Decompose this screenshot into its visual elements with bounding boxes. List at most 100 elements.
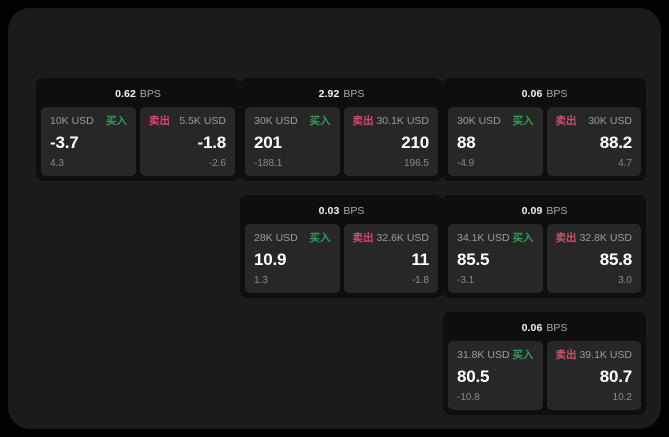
buy-panel[interactable]: 30K USD 买入 88 -4.9 <box>448 107 543 176</box>
sell-quantity: 32.8K USD <box>579 231 632 244</box>
sell-panel[interactable]: 卖出 30K USD 88.2 4.7 <box>546 107 641 176</box>
sell-panel-header: 卖出 5.5K USD <box>149 114 226 128</box>
sell-delta: 10.2 <box>612 392 632 403</box>
sell-action-label: 卖出 <box>352 232 374 244</box>
buy-delta: -10.8 <box>457 392 480 403</box>
grid-gap <box>240 312 443 415</box>
buy-panel[interactable]: 31.8K USD 买入 80.5 -10.8 <box>448 341 543 410</box>
sell-panel-header: 卖出 32.8K USD <box>555 231 633 245</box>
sell-price: 80.7 <box>599 367 632 386</box>
quote-card[interactable]: 0.62 BPS 10K USD 买入 -3.7 4.3 卖出 5.5K USD <box>36 78 240 181</box>
buy-delta: 1.3 <box>254 275 268 286</box>
buy-action-label: 买入 <box>512 115 534 127</box>
quote-card[interactable]: 0.09 BPS 34.1K USD 买入 85.5 -3.1 卖出 32.8K… <box>443 195 646 298</box>
buy-price: 88 <box>457 133 476 152</box>
sell-price: 85.8 <box>599 250 632 269</box>
bps-unit: BPS <box>343 204 365 217</box>
quote-card[interactable]: 0.06 BPS 30K USD 买入 88 -4.9 卖出 30K USD <box>443 78 646 181</box>
buy-panel[interactable]: 28K USD 买入 10.9 1.3 <box>245 224 340 293</box>
sell-panel-header: 卖出 32.6K USD <box>352 231 430 245</box>
sell-panel-header: 卖出 30K USD <box>555 114 633 128</box>
buy-price: 201 <box>254 133 282 152</box>
sell-action-label: 卖出 <box>555 232 577 244</box>
buy-panel-header: 30K USD 买入 <box>457 114 534 128</box>
buy-action-label: 买入 <box>512 232 534 244</box>
bps-value: 0.62 <box>115 87 136 100</box>
sell-price: -1.8 <box>197 133 227 152</box>
card-body: 10K USD 买入 -3.7 4.3 卖出 5.5K USD -1.8 -2.… <box>41 107 235 176</box>
sell-panel[interactable]: 卖出 32.6K USD 11 -1.8 <box>343 224 438 293</box>
sell-action-label: 卖出 <box>352 115 374 127</box>
card-body: 28K USD 买入 10.9 1.3 卖出 32.6K USD 11 -1.8 <box>245 224 438 293</box>
sell-quantity: 30.1K USD <box>376 114 429 127</box>
sell-price: 11 <box>411 250 429 269</box>
sell-panel[interactable]: 卖出 5.5K USD -1.8 -2.6 <box>140 107 235 176</box>
card-header: 0.09 BPS <box>448 200 641 221</box>
buy-panel-header: 10K USD 买入 <box>50 114 127 128</box>
sell-panel[interactable]: 卖出 39.1K USD 80.7 10.2 <box>546 341 641 410</box>
buy-quantity: 30K USD <box>457 114 501 127</box>
buy-price: 10.9 <box>254 250 287 269</box>
card-body: 30K USD 买入 201 -188.1 卖出 30.1K USD 210 1… <box>245 107 438 176</box>
buy-panel-header: 34.1K USD 买入 <box>457 231 534 245</box>
card-body: 30K USD 买入 88 -4.9 卖出 30K USD 88.2 4.7 <box>448 107 641 176</box>
buy-delta: -188.1 <box>254 158 283 169</box>
buy-action-label: 买入 <box>309 115 331 127</box>
buy-delta: -4.9 <box>457 158 475 169</box>
bps-unit: BPS <box>546 321 568 334</box>
quote-card[interactable]: 0.06 BPS 31.8K USD 买入 80.5 -10.8 卖出 39.1… <box>443 312 646 415</box>
sell-panel[interactable]: 卖出 30.1K USD 210 196.5 <box>343 107 438 176</box>
bps-unit: BPS <box>546 87 568 100</box>
quote-card-grid: 0.62 BPS 10K USD 买入 -3.7 4.3 卖出 5.5K USD <box>36 78 646 415</box>
grid-gap <box>36 312 240 415</box>
bps-unit: BPS <box>139 87 161 100</box>
buy-quantity: 28K USD <box>254 231 298 244</box>
buy-panel-header: 31.8K USD 买入 <box>457 348 534 362</box>
buy-action-label: 买入 <box>512 349 534 361</box>
bps-value: 0.06 <box>521 87 543 100</box>
buy-price: 80.5 <box>457 367 490 386</box>
bps-value: 2.92 <box>318 87 340 100</box>
sell-delta: 3.0 <box>618 275 632 286</box>
buy-price: -3.7 <box>50 133 79 152</box>
card-body: 31.8K USD 买入 80.5 -10.8 卖出 39.1K USD 80.… <box>448 341 641 410</box>
grid-gap <box>36 195 240 298</box>
sell-action-label: 卖出 <box>555 349 577 361</box>
buy-action-label: 买入 <box>309 232 331 244</box>
sell-delta: -1.8 <box>411 275 429 286</box>
sell-quantity: 5.5K USD <box>179 114 226 127</box>
buy-panel-header: 30K USD 买入 <box>254 114 331 128</box>
sell-action-label: 卖出 <box>555 115 577 127</box>
sell-panel[interactable]: 卖出 32.8K USD 85.8 3.0 <box>546 224 641 293</box>
buy-delta: 4.3 <box>50 158 64 169</box>
card-header: 0.06 BPS <box>448 83 641 104</box>
buy-quantity: 31.8K USD <box>457 348 510 361</box>
buy-panel[interactable]: 34.1K USD 买入 85.5 -3.1 <box>448 224 543 293</box>
card-header: 2.92 BPS <box>245 83 438 104</box>
buy-price: 85.5 <box>457 250 490 269</box>
sell-delta: 196.5 <box>403 158 429 169</box>
buy-panel-header: 28K USD 买入 <box>254 231 331 245</box>
buy-quantity: 30K USD <box>254 114 298 127</box>
card-body: 34.1K USD 买入 85.5 -3.1 卖出 32.8K USD 85.8… <box>448 224 641 293</box>
app-frame: 0.62 BPS 10K USD 买入 -3.7 4.3 卖出 5.5K USD <box>8 8 661 429</box>
buy-quantity: 34.1K USD <box>457 231 510 244</box>
quote-card[interactable]: 0.03 BPS 28K USD 买入 10.9 1.3 卖出 32.6K US… <box>240 195 443 298</box>
buy-panel[interactable]: 30K USD 买入 201 -188.1 <box>245 107 340 176</box>
quote-card[interactable]: 2.92 BPS 30K USD 买入 201 -188.1 卖出 30.1K … <box>240 78 443 181</box>
sell-action-label: 卖出 <box>149 115 170 127</box>
buy-action-label: 买入 <box>106 115 127 127</box>
sell-delta: 4.7 <box>618 158 632 169</box>
sell-panel-header: 卖出 39.1K USD <box>555 348 633 362</box>
card-header: 0.06 BPS <box>448 317 641 338</box>
bps-unit: BPS <box>546 204 568 217</box>
bps-value: 0.09 <box>521 204 543 217</box>
sell-panel-header: 卖出 30.1K USD <box>352 114 430 128</box>
buy-quantity: 10K USD <box>50 114 94 127</box>
sell-price: 88.2 <box>599 133 632 152</box>
bps-value: 0.03 <box>318 204 340 217</box>
buy-panel[interactable]: 10K USD 买入 -3.7 4.3 <box>41 107 136 176</box>
sell-delta: -2.6 <box>208 158 226 169</box>
sell-quantity: 39.1K USD <box>579 348 632 361</box>
buy-delta: -3.1 <box>457 275 475 286</box>
